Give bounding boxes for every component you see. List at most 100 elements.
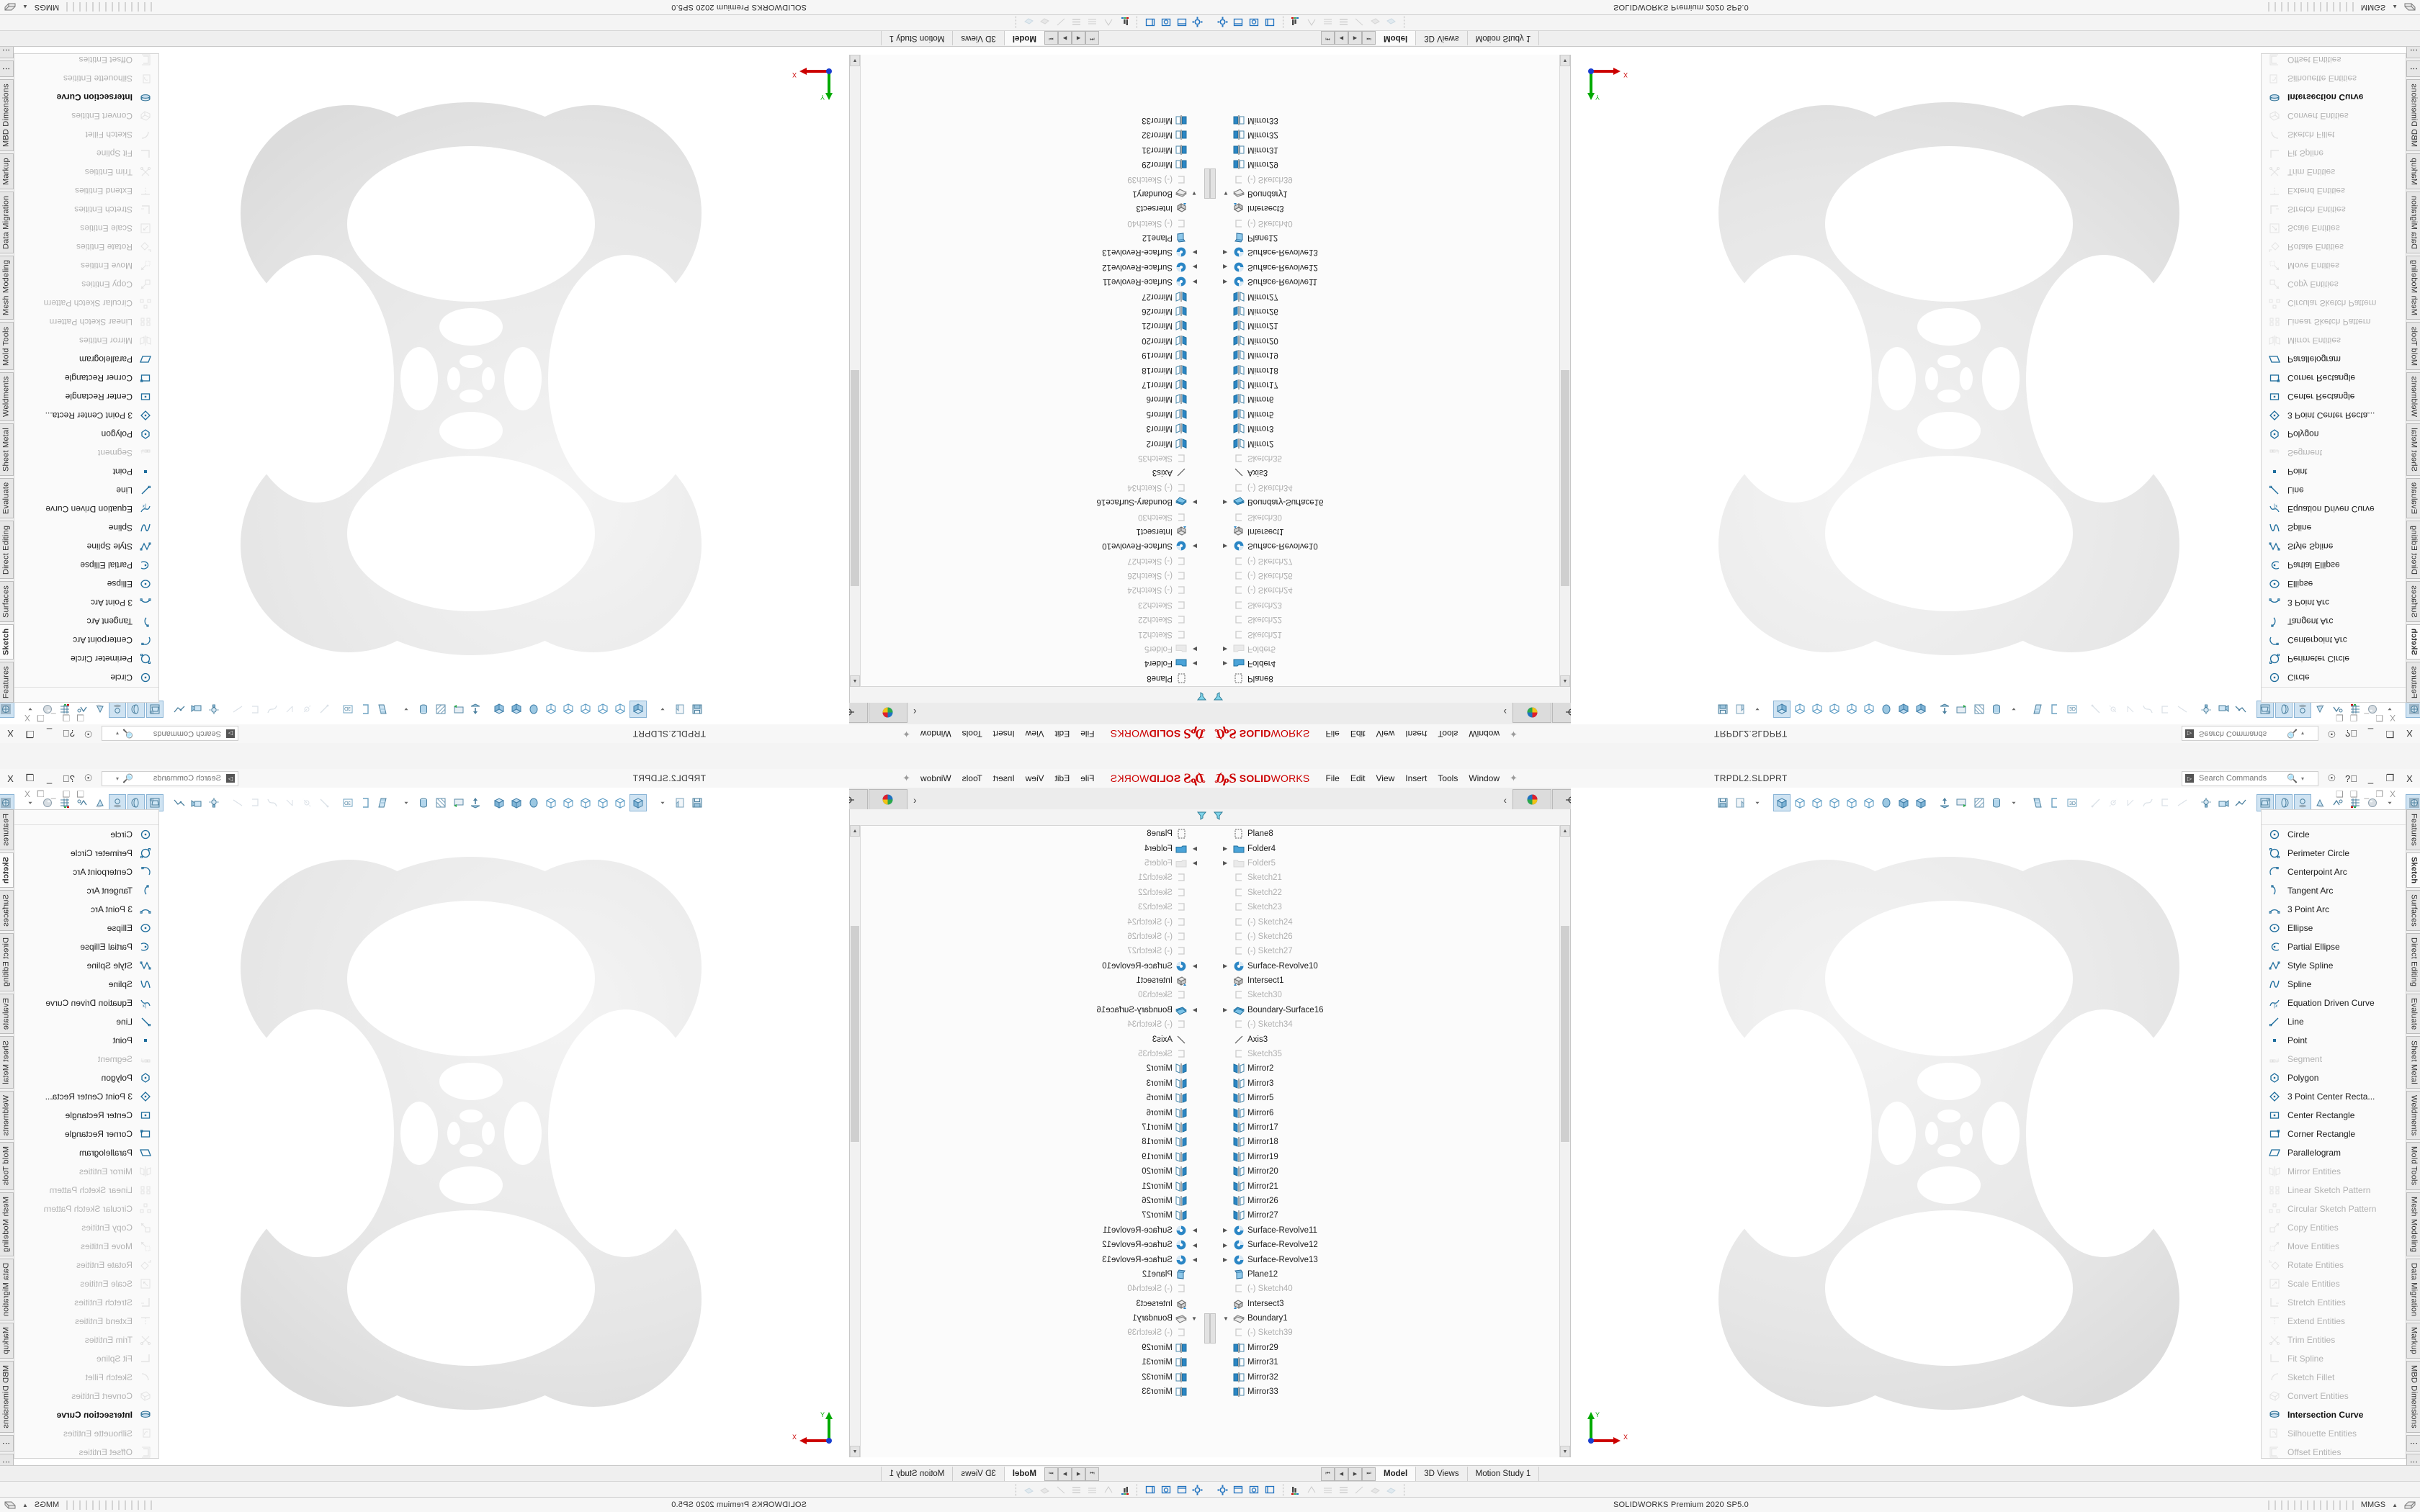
- sketch-tool-parallelogram[interactable]: Parallelogram: [14, 1143, 158, 1162]
- doc-maximize-icon[interactable]: ❐: [37, 713, 45, 723]
- menu-item-view[interactable]: View: [1025, 773, 1044, 783]
- hide-show-items-button[interactable]: [375, 795, 390, 811]
- doc-close-icon[interactable]: X: [24, 789, 31, 799]
- zoom-to-fit-button[interactable]: [629, 701, 647, 718]
- task-pane-tab-direct-editing[interactable]: Direct Editing: [0, 521, 14, 579]
- feature-tree-row[interactable]: Sketch30: [1210, 509, 1560, 523]
- feature-tree-row[interactable]: Mirror20: [860, 333, 1210, 348]
- feature-tree-row[interactable]: ▶ Folder5: [860, 642, 1210, 656]
- sketch-tool-rotate-entities[interactable]: Rotate Entities: [2262, 238, 2406, 256]
- feature-tree-row[interactable]: Sketch35: [860, 451, 1210, 465]
- sketch-tool-silhouette-entities[interactable]: Silhouette Entities: [14, 69, 158, 88]
- sketch-tool-copy-entities[interactable]: Copy Entities: [14, 275, 158, 294]
- menu-item-insert[interactable]: Insert: [992, 729, 1015, 739]
- expand-toggle-icon[interactable]: ▶: [1223, 963, 1228, 970]
- account-icon[interactable]: ☉: [2327, 729, 2336, 739]
- scene-button[interactable]: [0, 701, 14, 718]
- task-pane-tab-features[interactable]: Features: [2406, 661, 2420, 703]
- sketch-tool-style-spline[interactable]: Style Spline: [14, 956, 158, 975]
- sketch-tool-3-point-center-recta-[interactable]: 3 Point Center Recta...: [14, 1087, 158, 1106]
- globe-window-icon[interactable]: [1248, 1484, 1260, 1496]
- feature-tree-row[interactable]: Sketch21: [860, 870, 1210, 885]
- doc-maximize-icon[interactable]: ❐: [2375, 713, 2383, 723]
- feature-tree-row[interactable]: (-) Sketch39: [860, 1326, 1210, 1340]
- feature-tree-row[interactable]: Mirror26: [860, 1194, 1210, 1208]
- window-icon[interactable]: [1232, 1484, 1245, 1496]
- menu-item-window[interactable]: Window: [1469, 773, 1500, 783]
- expand-toggle-icon[interactable]: ▶: [1192, 1241, 1197, 1248]
- sketch-tool-circle[interactable]: Circle: [2262, 825, 2406, 844]
- feature-tree-row[interactable]: Sketch21: [1210, 870, 1560, 885]
- task-pane-tab-mesh-modeling[interactable]: Mesh Modeling: [0, 1192, 14, 1257]
- feature-tree-row[interactable]: ▶ Surface-Revolve10: [1210, 959, 1560, 973]
- sketch-tool-line[interactable]: Line: [14, 481, 158, 500]
- bottom-toolbar-group-display[interactable]: [1016, 16, 1137, 29]
- task-pane-tab-mbd-dimensions[interactable]: MBD Dimensions: [0, 78, 14, 151]
- sketch-tool-circle[interactable]: Circle: [14, 668, 158, 687]
- sketch-tool-rotate-entities[interactable]: Rotate Entities: [14, 238, 158, 256]
- expand-toggle-icon[interactable]: ▶: [1192, 278, 1197, 285]
- expand-toggle-icon[interactable]: ▶: [1192, 660, 1197, 667]
- feature-tree-row[interactable]: Mirror19: [860, 348, 1210, 362]
- task-pane-tab-evaluate[interactable]: Evaluate: [0, 478, 14, 519]
- apply-scene-button[interactable]: [450, 701, 466, 717]
- feature-tree-scrollbar[interactable]: ▲ ▼: [850, 55, 861, 687]
- feature-tree-row[interactable]: ▼ Boundary1: [1210, 1311, 1560, 1326]
- tab-nav-buttons[interactable]: ⏮ ◀ ▶ ⏭: [1044, 1467, 1099, 1481]
- sketch-tool-sketch-fillet[interactable]: Sketch Fillet: [14, 1368, 158, 1387]
- panel-resize-grip[interactable]: [1210, 1313, 1216, 1344]
- realview-button[interactable]: [2275, 701, 2293, 718]
- feature-tree-row[interactable]: ▶ Surface-Revolve13: [1210, 245, 1560, 259]
- sketch-tool-copy-entities[interactable]: Copy Entities: [2262, 1218, 2406, 1237]
- feature-tree-row[interactable]: Intersect3: [860, 1297, 1210, 1311]
- task-pane-tab-markup[interactable]: Markup: [2406, 1323, 2420, 1359]
- sketch-tool-intersection-curve[interactable]: Intersection Curve: [2262, 88, 2406, 107]
- sketch-tool-spline[interactable]: Spline: [14, 518, 158, 537]
- document-tab-bar[interactable]: ⏮ ◀ ▶ ⏭ Model 3D Views Motion Study 1: [0, 30, 1210, 47]
- doc-maximize-icon[interactable]: ❐: [2375, 789, 2383, 799]
- tab-motion-study[interactable]: Motion Study 1: [880, 30, 953, 46]
- sketch-tool-ellipse[interactable]: Ellipse: [2262, 919, 2406, 937]
- walkthrough-button[interactable]: [171, 701, 187, 717]
- close-button[interactable]: X: [7, 773, 14, 784]
- view-settings-button[interactable]: [1989, 701, 2004, 717]
- axes-button[interactable]: [2088, 701, 2104, 717]
- realview-button[interactable]: [127, 794, 145, 811]
- pin-icon[interactable]: ✦: [1510, 729, 1518, 739]
- account-icon[interactable]: ☉: [2327, 773, 2336, 783]
- scroll-down-arrow-icon[interactable]: ▼: [850, 1446, 860, 1457]
- sketch-tool-3-point-arc[interactable]: 3 Point Arc: [2262, 593, 2406, 612]
- doc-restore-small-icon[interactable]: ❑: [2336, 789, 2344, 799]
- sketch-flyout-menu[interactable]: Circle Perimeter Circle Centerpoint Arc Tan…: [14, 36, 159, 703]
- gear-icon[interactable]: [1216, 1484, 1229, 1496]
- camera-button[interactable]: [2215, 795, 2231, 811]
- save-button[interactable]: [689, 701, 705, 717]
- cm-prev-icon[interactable]: ‹: [913, 706, 917, 718]
- feature-tree-row[interactable]: Sketch23: [860, 900, 1210, 914]
- task-pane-tab-evaluate[interactable]: Evaluate: [2406, 478, 2420, 519]
- feature-tree-row[interactable]: (-) Sketch27: [1210, 944, 1560, 958]
- sketch-tool-stretch-entities[interactable]: Stretch Entities: [14, 200, 158, 219]
- bottom-toolbar-group-settings[interactable]: [1210, 16, 1283, 29]
- feature-tree-row[interactable]: Sketch30: [860, 988, 1210, 1002]
- menu-item-window[interactable]: Window: [920, 729, 951, 739]
- perspective-button[interactable]: 3D: [2257, 794, 2274, 811]
- ambient-occ-button[interactable]: [91, 701, 107, 717]
- solidworks-logo[interactable]: ₯S SOLIDWORKS: [1111, 726, 1206, 742]
- gear-icon[interactable]: [1191, 1484, 1204, 1496]
- sketch-tool-polygon[interactable]: Polygon: [14, 1068, 158, 1087]
- sketch-tool-segment[interactable]: # Segment: [14, 444, 158, 462]
- section-view-button[interactable]: [433, 795, 449, 811]
- ambient-occ-button[interactable]: [2313, 701, 2329, 717]
- search-icon[interactable]: 🔍: [122, 773, 133, 783]
- doc-minimize-icon[interactable]: _: [50, 713, 56, 723]
- sketch-tool-spline[interactable]: Spline: [14, 975, 158, 994]
- solidworks-logo[interactable]: ₯S SOLIDWORKS: [1111, 771, 1206, 786]
- sketch-tool-3-point-arc[interactable]: 3 Point Arc: [14, 900, 158, 919]
- sketch-tool-partial-ellipse[interactable]: Partial Ellipse: [2262, 937, 2406, 956]
- taper-icon[interactable]: [1054, 17, 1067, 29]
- chevron-up-icon[interactable]: ▲: [22, 4, 28, 11]
- curves-button[interactable]: [264, 795, 280, 811]
- task-pane-tab-mesh-modeling[interactable]: Mesh Modeling: [0, 255, 14, 320]
- task-pane-tab--[interactable]: ⋮: [0, 60, 14, 77]
